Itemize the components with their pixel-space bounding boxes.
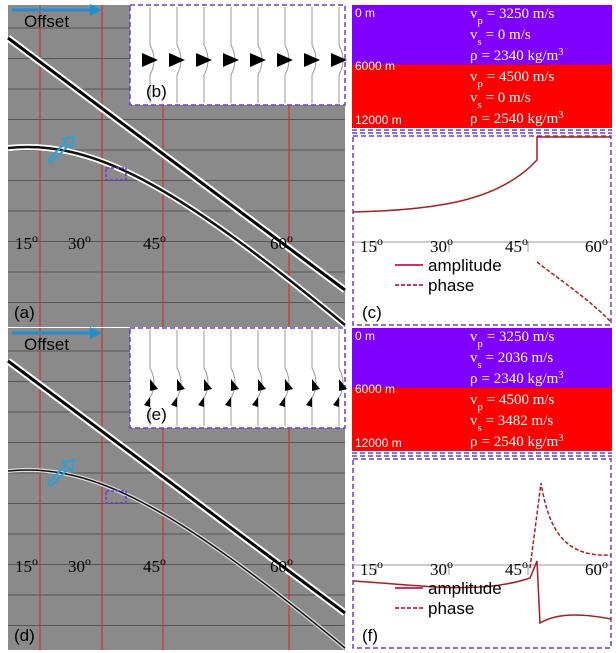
depth-label: 0 m xyxy=(355,329,375,343)
plot-angle-label: 15 xyxy=(360,560,377,579)
angle-label: o xyxy=(160,231,166,245)
plot-angle-label: 15 xyxy=(360,237,377,256)
model-param: = 0 m/s xyxy=(486,27,531,43)
depth-label: 12000 m xyxy=(355,436,402,450)
label: ρ= 2340 kg/m3 xyxy=(470,370,564,388)
angle-label: 60 xyxy=(270,234,287,253)
panel-label: (d) xyxy=(14,626,35,645)
angle-label: o xyxy=(85,554,91,568)
angle-label: o xyxy=(287,554,293,568)
model-param: ρ xyxy=(470,111,478,127)
inset-label: (b) xyxy=(146,82,167,101)
model-param: = 2540 kg/m xyxy=(482,434,559,450)
model-param: ρ xyxy=(470,434,478,450)
model-param: = 2340 kg/m xyxy=(482,371,559,387)
model-param: p xyxy=(478,339,483,350)
model-param: s xyxy=(478,37,482,48)
angle-label: 30 xyxy=(68,557,85,576)
model-param: = 0 m/s xyxy=(486,90,531,106)
model-param: = 3250 m/s xyxy=(487,329,555,345)
model-param: = 4500 m/s xyxy=(487,69,555,85)
plot-angle-label: o xyxy=(447,234,453,248)
plot-angle-label: 45 xyxy=(505,237,522,256)
inset-label: (e) xyxy=(146,405,167,424)
angle-label: 15 xyxy=(15,557,32,576)
model-param: = 3250 m/s xyxy=(487,6,555,22)
model-param: p xyxy=(478,16,483,27)
figure: Offset15o30o45o60o(a)(b)0 m6000 m12000 m… xyxy=(0,0,616,653)
depth-label: 6000 m xyxy=(355,59,395,73)
model-param: = 2540 kg/m xyxy=(482,111,559,127)
model-param: ρ xyxy=(470,371,478,387)
plot-angle-label: o xyxy=(377,557,383,571)
angle-label: 45 xyxy=(143,557,160,576)
angle-label: o xyxy=(287,231,293,245)
model-param: 3 xyxy=(558,370,563,381)
label: ρ= 2540 kg/m3 xyxy=(470,433,564,451)
legend-label: amplitude xyxy=(428,579,502,598)
plot-angle-label: o xyxy=(447,557,453,571)
angle-label: o xyxy=(85,231,91,245)
depth-label: 12000 m xyxy=(355,113,402,127)
legend-label: phase xyxy=(428,276,474,295)
label: ρ= 2340 kg/m3 xyxy=(470,47,564,65)
model-param: 3 xyxy=(558,47,563,58)
label: ρ= 2540 kg/m3 xyxy=(470,110,564,128)
model-param: 3 xyxy=(558,433,563,444)
model-param: p xyxy=(478,79,483,90)
model-param: = 2340 kg/m xyxy=(482,48,559,64)
plot-angle-label: 60 xyxy=(585,237,602,256)
panel-label: (f) xyxy=(362,626,378,645)
angle-label: o xyxy=(32,554,38,568)
model-param: s xyxy=(478,360,482,371)
depth-label: 6000 m xyxy=(355,382,395,396)
legend-label: phase xyxy=(428,599,474,618)
plot-angle-label: 60 xyxy=(585,560,602,579)
plot-angle-label: o xyxy=(522,234,528,248)
plot-angle-label: o xyxy=(602,557,608,571)
offset-label: Offset xyxy=(24,335,69,354)
plot-angle-label: o xyxy=(377,234,383,248)
legend-label: amplitude xyxy=(428,256,502,275)
plot-panel xyxy=(353,459,611,648)
plot-angle-label: 30 xyxy=(430,237,447,256)
offset-label: Offset xyxy=(24,12,69,31)
model-param: ρ xyxy=(470,48,478,64)
panel-label: (c) xyxy=(362,303,382,322)
plot-angle-label: 45 xyxy=(505,560,522,579)
model-param: p xyxy=(478,402,483,413)
model-param: = 4500 m/s xyxy=(487,392,555,408)
model-param: = 2036 m/s xyxy=(486,350,554,366)
angle-label: o xyxy=(32,231,38,245)
angle-label: 60 xyxy=(270,557,287,576)
model-param: s xyxy=(478,100,482,111)
plot-panel xyxy=(353,136,611,325)
depth-label: 0 m xyxy=(355,6,375,20)
angle-label: 30 xyxy=(68,234,85,253)
model-param: = 3482 m/s xyxy=(486,413,554,429)
panel-label: (a) xyxy=(14,303,35,322)
model-param: s xyxy=(478,423,482,434)
plot-angle-label: 30 xyxy=(430,560,447,579)
plot-angle-label: o xyxy=(522,557,528,571)
angle-label: 15 xyxy=(15,234,32,253)
angle-label: o xyxy=(160,554,166,568)
plot-angle-label: o xyxy=(602,234,608,248)
angle-label: 45 xyxy=(143,234,160,253)
model-param: 3 xyxy=(558,110,563,121)
